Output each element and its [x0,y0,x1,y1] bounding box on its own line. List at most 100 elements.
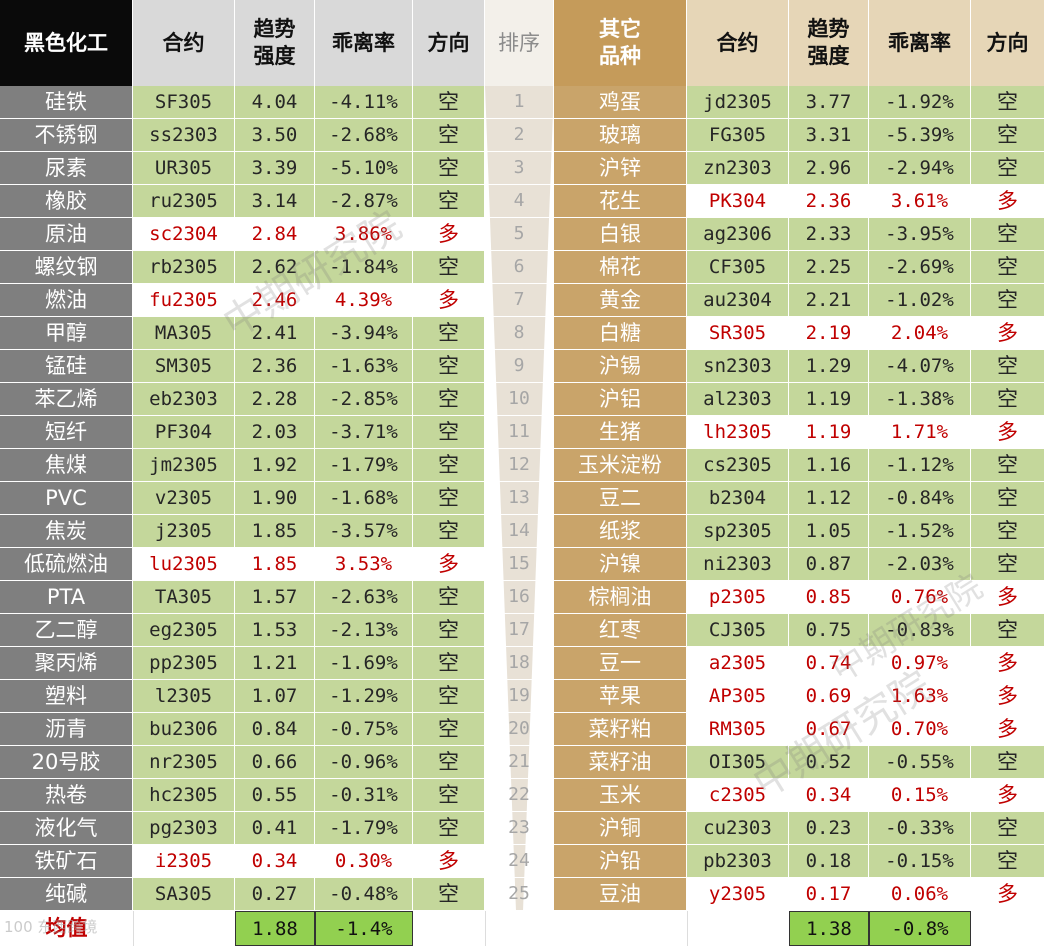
right-deviation: 1.63% [869,680,971,712]
right-direction: 空 [971,218,1044,250]
right-direction: 空 [971,746,1044,778]
left-deviation: -1.84% [315,251,413,283]
left-contract: fu2305 [133,284,235,316]
rank-number: 22 [485,779,554,811]
average-left-strength: 1.88 [235,911,315,946]
right-trend-strength: 2.25 [789,251,869,283]
left-direction: 多 [413,845,485,877]
left-deviation: -0.75% [315,713,413,745]
left-deviation: -2.13% [315,614,413,646]
left-commodity-name: 铁矿石 [0,845,133,877]
right-deviation: -1.02% [869,284,971,316]
table-row: 原油 sc2304 2.84 3.86% 多 5 白银 ag2306 2.33 -3.95% 空 [0,218,1044,251]
rank-number: 15 [485,548,554,580]
left-contract: eb2303 [133,383,235,415]
right-trend-strength: 0.67 [789,713,869,745]
right-commodity-name: 棉花 [554,251,687,283]
average-left-deviation: -1.4% [315,911,413,946]
right-deviation: -1.12% [869,449,971,481]
right-trend-strength: 1.19 [789,383,869,415]
right-trend-strength: 0.75 [789,614,869,646]
avg-divider-2 [133,911,236,946]
table-row: 短纤 PF304 2.03 -3.71% 空 11 生猪 lh2305 1.19 1.71% 多 [0,416,1044,449]
right-contract: y2305 [687,878,789,910]
right-deviation: -0.15% [869,845,971,877]
left-commodity-name: 乙二醇 [0,614,133,646]
average-right-strength: 1.38 [789,911,869,946]
right-direction: 空 [971,284,1044,316]
left-direction: 空 [413,119,485,151]
left-commodity-name: 螺纹钢 [0,251,133,283]
left-direction: 多 [413,548,485,580]
right-trend-strength: 1.05 [789,515,869,547]
table-body: 硅铁 SF305 4.04 -4.11% 空 1 鸡蛋 jd2305 3.77 -1.92% 空不锈… [0,86,1044,911]
left-contract: SA305 [133,878,235,910]
right-trend-strength: 1.19 [789,416,869,448]
right-contract: PK304 [687,185,789,217]
left-commodity-name: 不锈钢 [0,119,133,151]
table-row: 锰硅 SM305 2.36 -1.63% 空 9 沪锡 sn2303 1.29 -4.07% 空 [0,350,1044,383]
header-rank-text: 排序 [498,30,540,55]
left-deviation: -2.87% [315,185,413,217]
left-deviation: -3.57% [315,515,413,547]
left-commodity-name: PTA [0,581,133,613]
right-commodity-name: 白糖 [554,317,687,349]
header-direction-right: 方向 [971,0,1044,86]
right-commodity-name: 菜籽粕 [554,713,687,745]
left-deviation: -1.79% [315,812,413,844]
left-commodity-name: 纯碱 [0,878,133,910]
rank-number: 13 [485,482,554,514]
left-commodity-name: 短纤 [0,416,133,448]
right-deviation: 0.06% [869,878,971,910]
left-direction: 空 [413,152,485,184]
left-contract: v2305 [133,482,235,514]
left-direction: 空 [413,317,485,349]
right-trend-strength: 2.36 [789,185,869,217]
left-deviation: -5.10% [315,152,413,184]
rank-number: 11 [485,416,554,448]
left-contract: ss2303 [133,119,235,151]
header-contract-text: 合约 [162,30,205,55]
right-direction: 空 [971,548,1044,580]
left-trend-strength: 0.41 [235,812,315,844]
right-direction: 空 [971,350,1044,382]
right-deviation: 0.97% [869,647,971,679]
right-contract: au2304 [687,284,789,316]
right-contract: sn2303 [687,350,789,382]
right-deviation: -0.83% [869,614,971,646]
left-trend-strength: 2.84 [235,218,315,250]
table-row: 尿素 UR305 3.39 -5.10% 空 3 沪锌 zn2303 2.96 -2.94% 空 [0,152,1044,185]
header-left-title: 黑色化工 [0,0,133,86]
avg-divider-1 [0,911,134,946]
table-row: 热卷 hc2305 0.55 -0.31% 空 22 玉米 c2305 0.34 0.15% 多 [0,779,1044,812]
right-contract: b2304 [687,482,789,514]
right-trend-strength: 0.85 [789,581,869,613]
left-deviation: -3.71% [315,416,413,448]
left-deviation: 0.30% [315,845,413,877]
left-deviation: -2.63% [315,581,413,613]
left-trend-strength: 1.92 [235,449,315,481]
right-commodity-name: 玉米淀粉 [554,449,687,481]
right-deviation: 2.04% [869,317,971,349]
header-right-title: 其它 品种 [554,0,687,86]
right-deviation: -1.92% [869,86,971,118]
left-deviation: -1.69% [315,647,413,679]
right-commodity-name: 鸡蛋 [554,86,687,118]
right-contract: OI305 [687,746,789,778]
rank-number: 5 [485,218,554,250]
table-row: 20号胶 nr2305 0.66 -0.96% 空 21 菜籽油 OI305 0.52 -0.55… [0,746,1044,779]
rank-number: 23 [485,812,554,844]
left-trend-strength: 1.90 [235,482,315,514]
left-direction: 空 [413,614,485,646]
right-commodity-name: 玉米 [554,779,687,811]
header-right-title-line1: 其它 [599,17,641,41]
left-deviation: -4.11% [315,86,413,118]
left-contract: SM305 [133,350,235,382]
left-contract: UR305 [133,152,235,184]
right-trend-strength: 3.77 [789,86,869,118]
left-contract: nr2305 [133,746,235,778]
left-contract: pp2305 [133,647,235,679]
right-deviation: -3.95% [869,218,971,250]
left-trend-strength: 2.62 [235,251,315,283]
